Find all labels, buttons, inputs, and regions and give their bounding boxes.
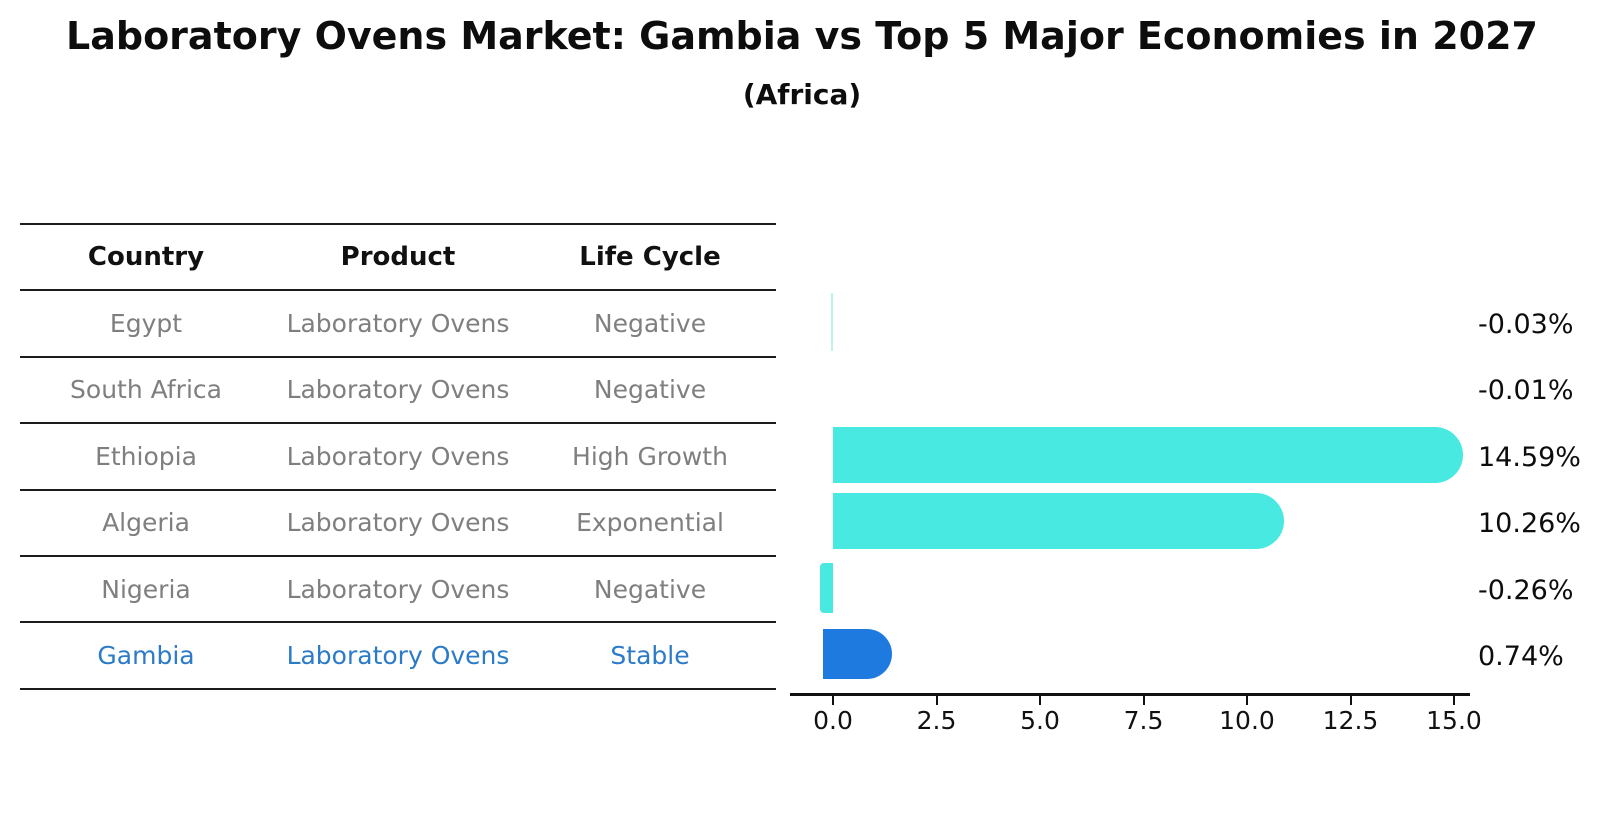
table-row: Algeria Laboratory Ovens Exponential bbox=[20, 491, 776, 557]
cell-life-cycle: Negative bbox=[593, 309, 707, 339]
value-label-egypt: -0.03% bbox=[1478, 309, 1574, 340]
x-tick-mark bbox=[832, 696, 834, 705]
x-tick-label: 7.5 bbox=[1123, 706, 1164, 735]
table-row: Nigeria Laboratory Ovens Negative bbox=[20, 557, 776, 624]
x-tick-label: 12.5 bbox=[1322, 706, 1379, 735]
bar-ethiopia bbox=[833, 426, 1464, 483]
x-tick-mark bbox=[1453, 696, 1455, 705]
column-header-country: Country bbox=[87, 242, 205, 273]
x-tick-mark bbox=[1246, 696, 1248, 705]
cell-country: Algeria bbox=[102, 508, 190, 538]
cell-life-cycle: High Growth bbox=[572, 441, 728, 471]
x-axis-line bbox=[790, 693, 1470, 696]
x-tick-mark bbox=[1039, 696, 1041, 705]
chart-title: Laboratory Ovens Market: Gambia vs Top 5… bbox=[66, 14, 1538, 58]
cell-life-cycle: Exponential bbox=[576, 508, 724, 538]
table-row: Ethiopia Laboratory Ovens High Growth bbox=[20, 424, 776, 491]
cell-product: Laboratory Ovens bbox=[286, 309, 510, 339]
value-label-gambia: 0.74% bbox=[1478, 641, 1564, 672]
bar-algeria bbox=[833, 493, 1284, 550]
cell-country: Egypt bbox=[109, 309, 183, 339]
value-label-nigeria: -0.26% bbox=[1478, 574, 1574, 606]
value-label-algeria: 10.26% bbox=[1478, 508, 1581, 540]
bar-nigeria bbox=[820, 562, 833, 613]
bar-gambia bbox=[823, 629, 892, 679]
x-tick-label: 0.0 bbox=[813, 706, 853, 735]
cell-product: Laboratory Ovens bbox=[286, 375, 510, 405]
column-header-life-cycle: Life Cycle bbox=[579, 242, 721, 273]
cell-product: Laboratory Ovens bbox=[286, 441, 510, 471]
cell-life-cycle: Stable bbox=[610, 641, 690, 671]
x-tick-label: 15.0 bbox=[1426, 706, 1482, 735]
bar-egypt bbox=[831, 293, 833, 351]
cell-country: Ethiopia bbox=[95, 441, 197, 471]
x-tick-mark bbox=[935, 696, 938, 705]
cell-product: Laboratory Ovens bbox=[286, 641, 510, 671]
cell-product: Laboratory Ovens bbox=[286, 508, 510, 538]
x-tick-label: 10.0 bbox=[1219, 706, 1275, 735]
cell-life-cycle: Negative bbox=[593, 375, 707, 405]
table-row: Gambia Laboratory Ovens Stable bbox=[20, 623, 776, 690]
x-tick-mark bbox=[1142, 696, 1145, 705]
cell-country: Nigeria bbox=[101, 574, 191, 604]
x-tick-label: 2.5 bbox=[916, 706, 957, 735]
cell-life-cycle: Negative bbox=[593, 574, 707, 604]
table-header-row: Country Product Life Cycle bbox=[20, 225, 776, 292]
cell-country: South Africa bbox=[70, 375, 222, 405]
column-header-product: Product bbox=[340, 242, 456, 273]
x-tick-mark bbox=[1349, 696, 1352, 705]
chart-subtitle: (Africa) bbox=[742, 78, 862, 111]
x-tick-label: 5.0 bbox=[1020, 706, 1060, 735]
table-row: Egypt Laboratory Ovens Negative bbox=[20, 291, 776, 358]
table-row: South Africa Laboratory Ovens Negative bbox=[20, 358, 776, 425]
cell-country: Gambia bbox=[97, 641, 195, 671]
summary-table: Country Product Life Cycle Egypt Laborat… bbox=[20, 223, 776, 690]
cell-product: Laboratory Ovens bbox=[286, 574, 510, 604]
value-label-south-africa: -0.01% bbox=[1478, 375, 1574, 407]
value-label-ethiopia: 14.59% bbox=[1478, 441, 1581, 473]
